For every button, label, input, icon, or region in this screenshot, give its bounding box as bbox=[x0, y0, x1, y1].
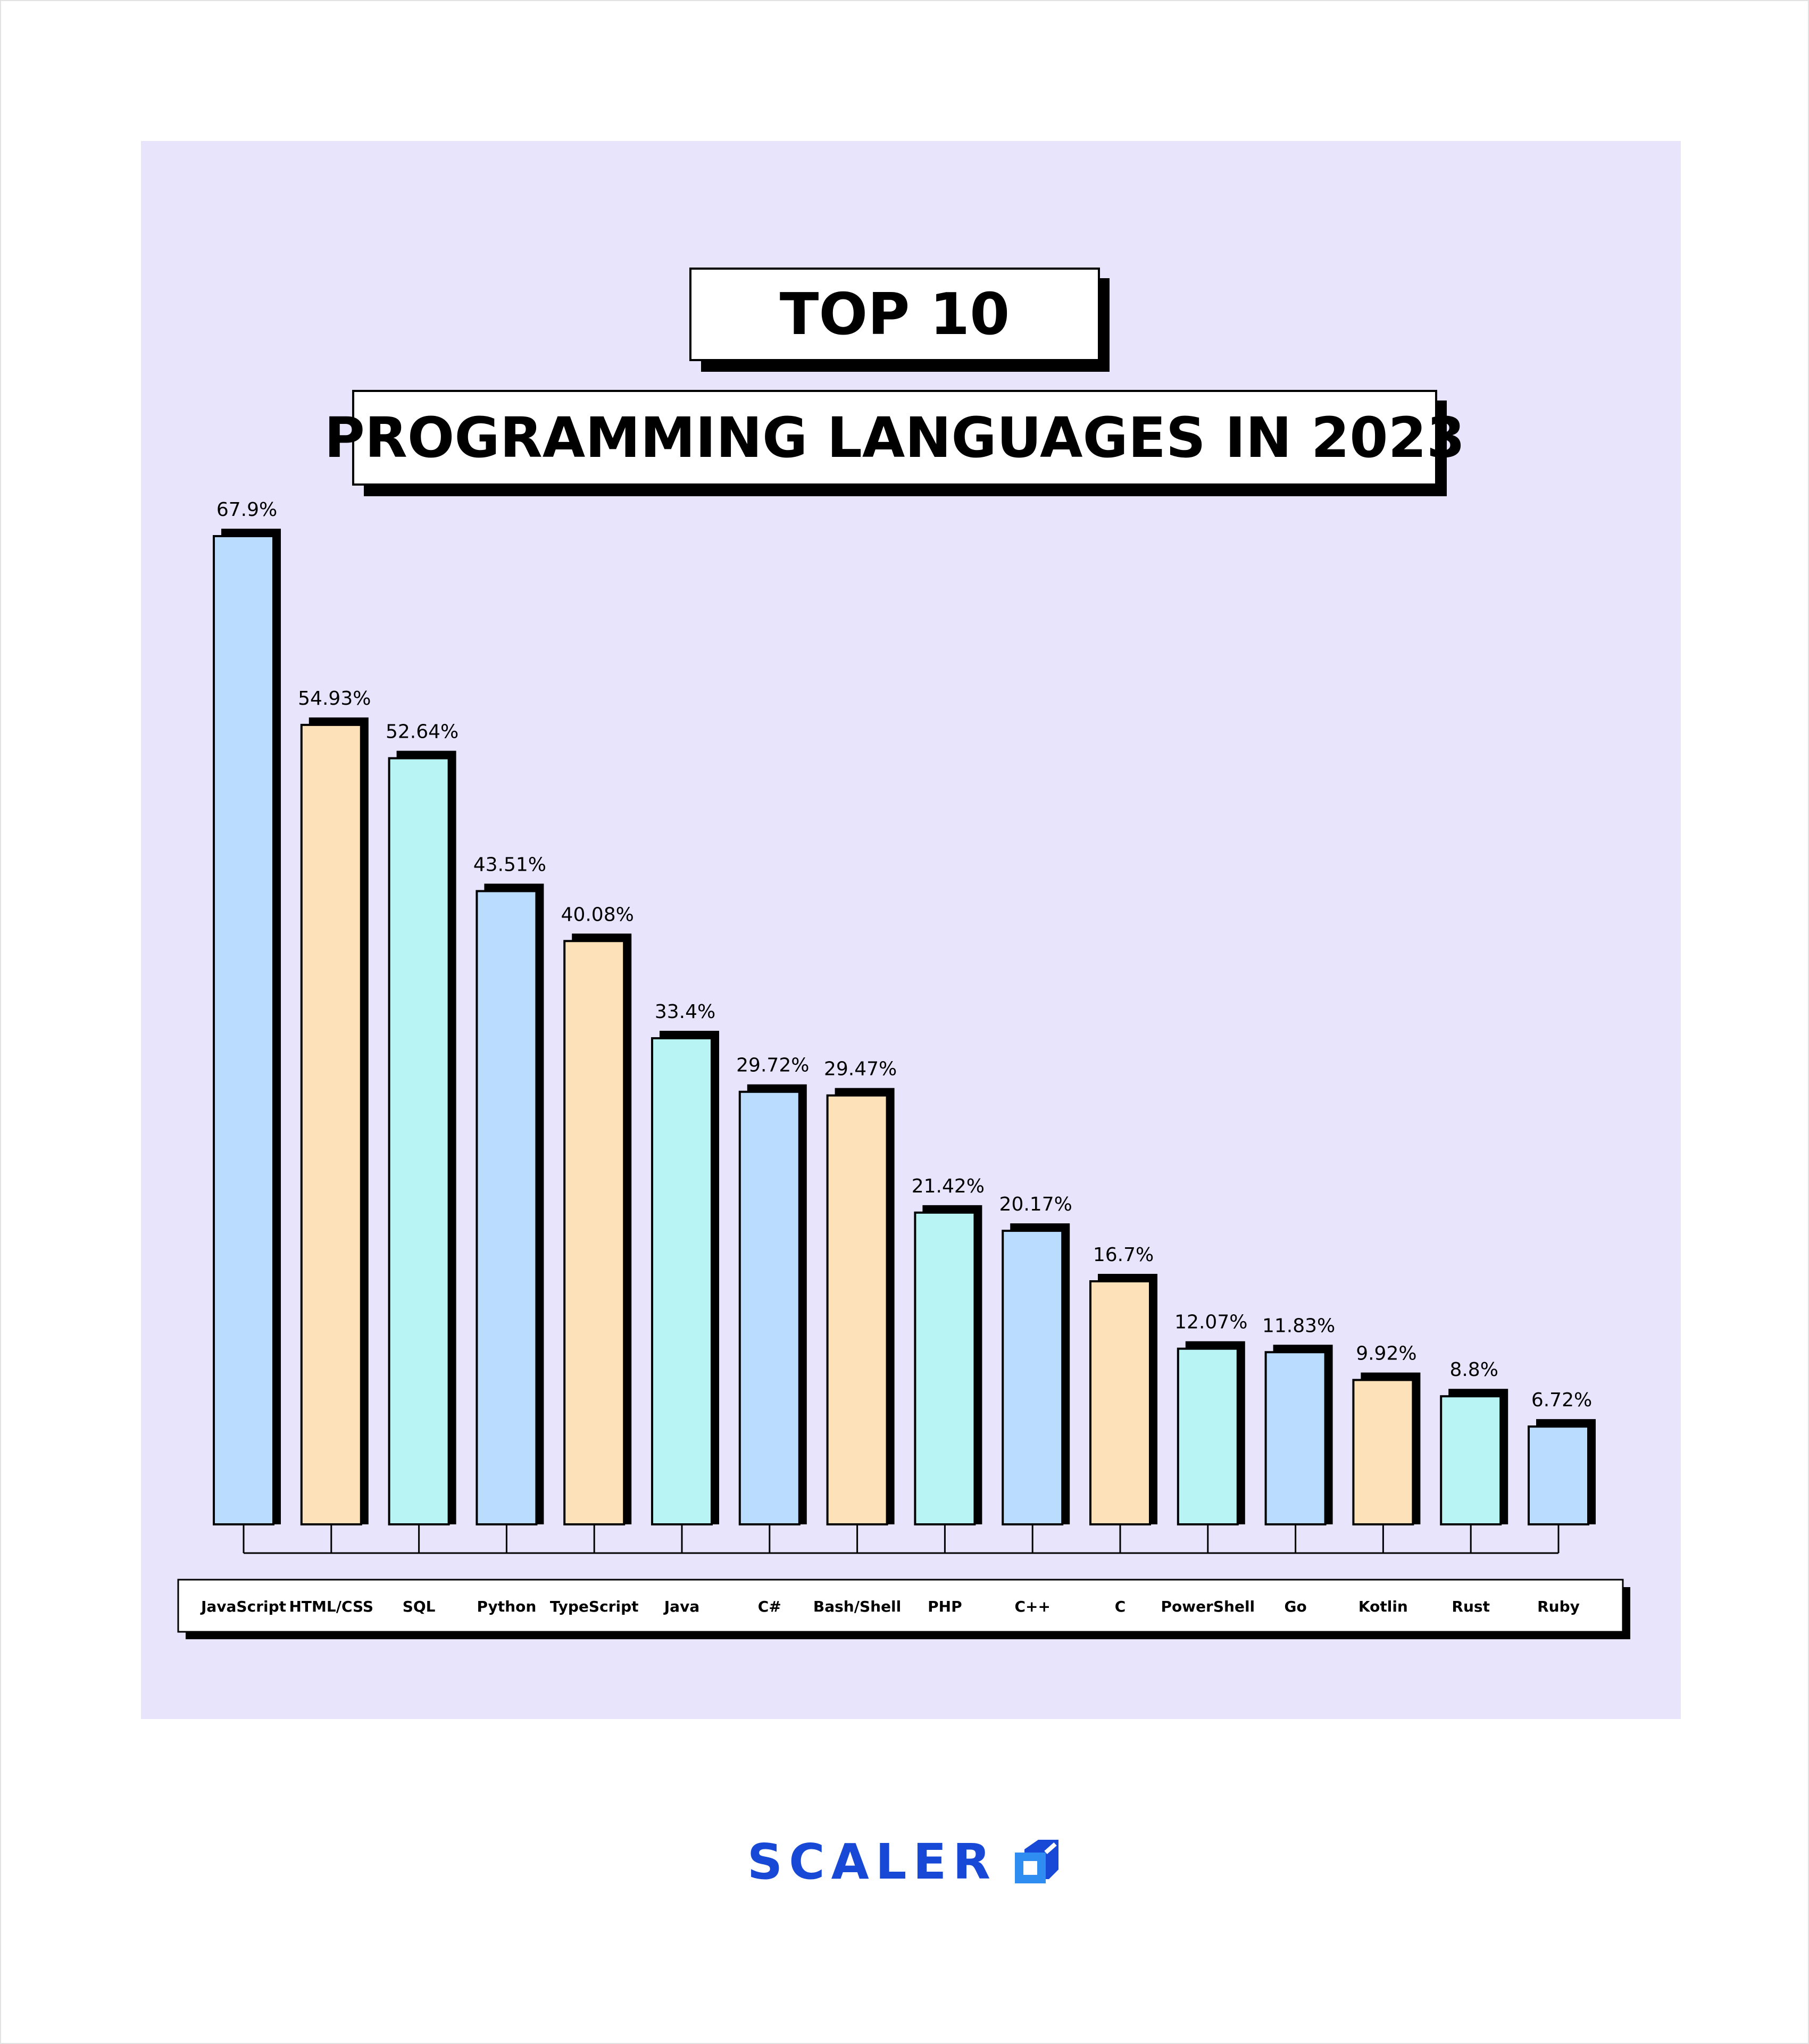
data-label: 20.17% bbox=[999, 1194, 1072, 1215]
bar bbox=[1528, 1425, 1589, 1526]
data-label: 8.8% bbox=[1449, 1359, 1498, 1381]
tick-label: HTML/CSS bbox=[289, 1598, 373, 1615]
bar bbox=[300, 723, 362, 1525]
chart-title-line2: PROGRAMMING LANGUAGES IN 2023 bbox=[324, 390, 1465, 486]
tick-label: Bash/Shell bbox=[813, 1598, 901, 1615]
tick-label: PowerShell bbox=[1161, 1598, 1255, 1615]
bar bbox=[1177, 1347, 1239, 1525]
bar bbox=[738, 1090, 801, 1526]
data-label: 6.72% bbox=[1531, 1389, 1592, 1411]
tick-label: Java bbox=[663, 1598, 699, 1615]
tick-label: C# bbox=[758, 1598, 781, 1615]
tick-label: TypeScript bbox=[550, 1598, 639, 1615]
data-label: 29.47% bbox=[824, 1058, 897, 1080]
bar bbox=[213, 535, 274, 1525]
scaler-logo-text: SCALER bbox=[747, 1833, 997, 1890]
bar bbox=[563, 940, 626, 1525]
tick-label: SQL bbox=[403, 1598, 436, 1615]
bars-layer bbox=[213, 529, 1596, 1526]
title-box-programming: PROGRAMMING LANGUAGES IN 2023 bbox=[324, 390, 1465, 496]
tick-label: C bbox=[1115, 1598, 1126, 1615]
data-label: 67.9% bbox=[216, 499, 277, 521]
bar bbox=[826, 1094, 888, 1525]
data-label: 33.4% bbox=[655, 1001, 715, 1023]
data-label: 40.08% bbox=[561, 904, 634, 925]
data-label: 29.72% bbox=[736, 1055, 809, 1077]
value-labels-layer: 67.9% 54.93% 52.64% 43.51% 40.08% 33.4% 29.72%… bbox=[216, 499, 1592, 1411]
scaler-logo: SCALER bbox=[0, 1830, 1809, 1893]
bar bbox=[1089, 1280, 1151, 1526]
data-label: 21.42% bbox=[912, 1175, 985, 1197]
bar bbox=[914, 1211, 976, 1525]
data-label: 11.83% bbox=[1262, 1315, 1335, 1337]
data-label: 52.64% bbox=[386, 721, 458, 743]
tick-label: Kotlin bbox=[1358, 1598, 1408, 1615]
data-label: 12.07% bbox=[1174, 1312, 1247, 1333]
tick-label: JavaScript bbox=[200, 1598, 286, 1615]
bar bbox=[1440, 1395, 1502, 1525]
tick-label: Go bbox=[1284, 1598, 1306, 1615]
tick-label: Python bbox=[477, 1598, 537, 1615]
data-label: 54.93% bbox=[298, 688, 371, 710]
data-label: 43.51% bbox=[473, 854, 546, 875]
bar bbox=[1002, 1230, 1064, 1525]
bar bbox=[476, 890, 538, 1525]
bar bbox=[388, 757, 450, 1525]
data-label: 9.92% bbox=[1356, 1343, 1416, 1365]
data-label: 16.7% bbox=[1093, 1244, 1154, 1266]
bar bbox=[651, 1037, 713, 1525]
tick-label: PHP bbox=[928, 1598, 962, 1615]
tick-label: Rust bbox=[1452, 1598, 1490, 1615]
bar bbox=[1264, 1351, 1327, 1526]
chart-title-line1: TOP 10 bbox=[689, 268, 1100, 361]
bar bbox=[1352, 1379, 1414, 1526]
tick-label: Ruby bbox=[1537, 1598, 1580, 1615]
category-bar bbox=[177, 1579, 1624, 1633]
x-axis-layer: JavaScript HTML/CSS SQL Python TypeScript Jav… bbox=[177, 1524, 1630, 1639]
title-box-top10: TOP 10 bbox=[689, 268, 1110, 372]
tick-label: C++ bbox=[1014, 1598, 1050, 1615]
scaler-cube-icon bbox=[1015, 1840, 1059, 1883]
